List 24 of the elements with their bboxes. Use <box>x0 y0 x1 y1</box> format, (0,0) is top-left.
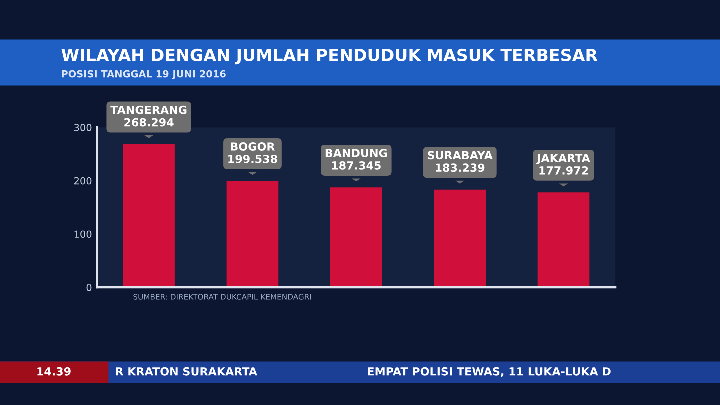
y-tick-label: 300 <box>74 124 92 132</box>
data-label: 187.345 <box>332 161 381 170</box>
x-tick-label: BANDUNG <box>326 149 388 158</box>
text: 14.39 <box>38 367 71 376</box>
text: R KRATON SURAKARTA <box>116 367 258 376</box>
y-tick-label: 0 <box>86 284 92 292</box>
data-label: 268.294 <box>124 118 174 127</box>
x-tick-label: TANGERANG <box>110 106 187 114</box>
y-tick-label: 200 <box>74 177 92 185</box>
chart-title: WILAYAH DENGAN JUMLAH PENDUDUK MASUK TERBESAR <box>62 48 598 65</box>
text: EMPAT POLISI TEWAS, 11 LUKA-LUKA D <box>368 367 611 378</box>
bar <box>330 188 382 288</box>
bar <box>434 190 486 288</box>
data-label: 183.239 <box>436 164 485 172</box>
data-label: 177.972 <box>540 166 588 175</box>
x-tick-label: BOGOR <box>231 142 276 151</box>
y-tick-label: 100 <box>74 230 92 238</box>
data-label: 199.538 <box>228 154 278 164</box>
chart-subtitle: POSISI TANGGAL 19 JUNI 2016 <box>62 70 226 80</box>
x-tick-label: JAKARTA <box>536 154 590 165</box>
bar <box>538 192 590 288</box>
x-tick-label: SURABAYA <box>428 151 493 160</box>
bar <box>123 144 175 288</box>
bar <box>226 181 279 288</box>
